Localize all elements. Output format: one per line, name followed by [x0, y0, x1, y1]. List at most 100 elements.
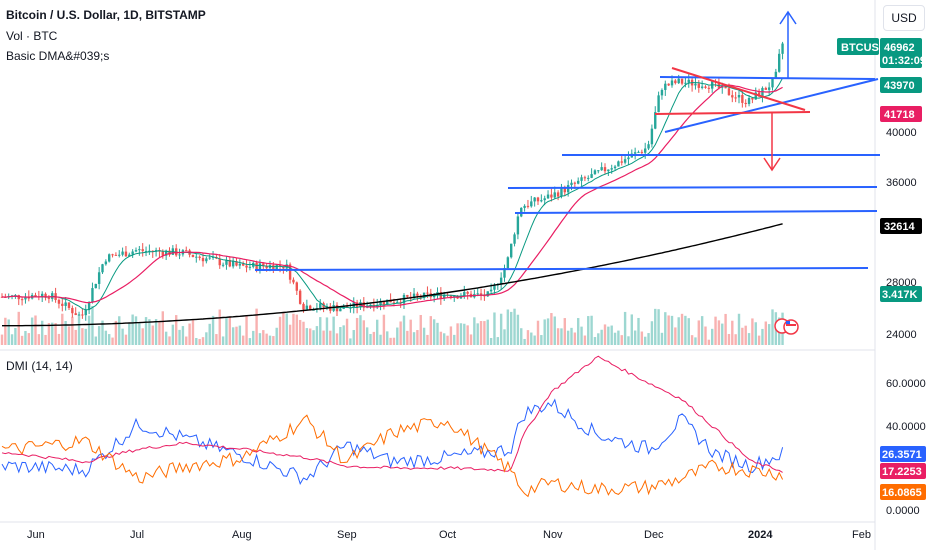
last-price-tag: 46962 — [884, 42, 915, 54]
candle-body — [77, 314, 81, 316]
rising-trendline[interactable] — [664, 78, 879, 133]
volume-bar — [493, 312, 496, 345]
dmi-axis[interactable]: 0.0000 40.0000 60.0000 — [886, 378, 926, 517]
volume-bar — [771, 309, 774, 345]
candle-body — [516, 216, 520, 235]
volume-bar — [84, 328, 87, 345]
volume-bar — [7, 319, 10, 345]
candle-body — [727, 88, 731, 96]
candle-body — [600, 167, 603, 171]
time-tick: Feb — [852, 529, 871, 541]
volume-bar — [144, 317, 148, 345]
volume-bar — [399, 321, 402, 345]
candle-body — [57, 299, 61, 304]
volume-bar — [325, 317, 329, 345]
candle-body — [443, 294, 446, 299]
volume-bar — [94, 336, 97, 345]
volume-bar — [198, 338, 201, 345]
candle-body — [406, 294, 409, 297]
volume-bar — [272, 336, 275, 345]
volume-bar — [87, 315, 91, 345]
adx-line — [1, 355, 783, 473]
candle-body — [570, 182, 573, 186]
candle-body — [556, 192, 560, 197]
candle-body — [510, 243, 513, 258]
candle-body — [778, 53, 781, 72]
volume-bar — [443, 333, 446, 345]
price-tags: BTCUSD 46962 01:32:09 43970 41718 32614 … — [837, 38, 926, 500]
us-flag-icon-canton — [786, 321, 790, 324]
candle-body — [731, 95, 734, 98]
candle-body — [412, 293, 416, 299]
candle-body — [64, 302, 67, 306]
volume-bar — [17, 311, 20, 345]
volume-bar — [51, 322, 54, 345]
symbol-tag: BTCUSD — [841, 42, 887, 54]
volume-bar — [312, 330, 315, 345]
volume-bar — [14, 327, 17, 345]
ma-slow-tag-bg — [880, 218, 922, 234]
volume-indicator-label[interactable]: Vol · BTC — [6, 29, 58, 43]
volume-bar — [295, 314, 298, 345]
candle-body — [573, 182, 577, 184]
candle-body — [476, 293, 479, 295]
candle-body — [376, 304, 379, 308]
candle-body — [560, 187, 563, 197]
volume-bar — [218, 309, 221, 345]
candle-body — [449, 295, 453, 298]
volume-bar — [282, 312, 285, 345]
support-line-29000[interactable] — [254, 267, 869, 271]
candle-body — [121, 251, 124, 255]
trendline-drawings[interactable] — [254, 10, 880, 271]
volume-bar — [342, 325, 345, 345]
candle-body — [583, 177, 587, 179]
volume-bar — [416, 330, 419, 345]
ma-short-line — [1, 77, 784, 311]
volume-bar — [553, 316, 556, 345]
volume-bar — [111, 337, 114, 345]
candle-body — [94, 283, 97, 289]
candle-body — [597, 170, 600, 172]
volume-bar — [221, 336, 225, 345]
event-flags[interactable] — [774, 318, 799, 335]
volume-bar — [20, 335, 24, 345]
candle-body — [87, 302, 91, 310]
candle-body — [218, 258, 221, 266]
support-line-43970[interactable] — [659, 76, 876, 80]
volume-bar — [704, 326, 707, 345]
candle-body — [489, 289, 493, 292]
candle-body — [298, 290, 302, 304]
volume-bar — [560, 328, 563, 345]
support-line-35500[interactable] — [507, 186, 878, 189]
volume-bar — [516, 314, 520, 345]
volume-bar — [138, 322, 141, 345]
ma-fast-line — [1, 84, 783, 308]
currency-button[interactable]: USD — [883, 5, 925, 31]
volume-bar — [670, 315, 674, 345]
volume-bar — [486, 319, 489, 345]
candle-body — [319, 303, 322, 309]
candle-body — [329, 306, 332, 311]
volume-bar — [717, 320, 721, 345]
triangle-lower-line[interactable] — [654, 111, 811, 115]
candle-body — [382, 300, 386, 305]
dmi-indicator-label[interactable]: DMI (14, 14) — [6, 359, 73, 373]
volume-bar — [607, 326, 610, 345]
volume-bar — [627, 336, 630, 345]
triangle-upper-line[interactable] — [671, 67, 806, 111]
symbol-title[interactable]: Bitcoin / U.S. Dollar, 1D, BITSTAMP — [6, 8, 206, 22]
volume-bar — [566, 330, 570, 345]
volume-bar — [533, 335, 536, 345]
support-line-33000[interactable] — [514, 210, 878, 214]
volume-bar — [228, 316, 231, 345]
candle-body — [627, 157, 630, 160]
volume-bar — [97, 326, 101, 345]
volume-bar — [721, 323, 724, 345]
time-axis[interactable]: Jun Jul Aug Sep Oct Nov Dec 2024 Feb — [27, 529, 871, 541]
volume-bar — [737, 313, 741, 345]
volume-bar — [409, 319, 412, 345]
dma-indicator-label[interactable]: Basic DMA&#039;s — [6, 49, 110, 63]
volume-bar — [37, 334, 41, 345]
volume-bar — [767, 324, 771, 345]
dmi-tick: 60.0000 — [886, 378, 926, 390]
